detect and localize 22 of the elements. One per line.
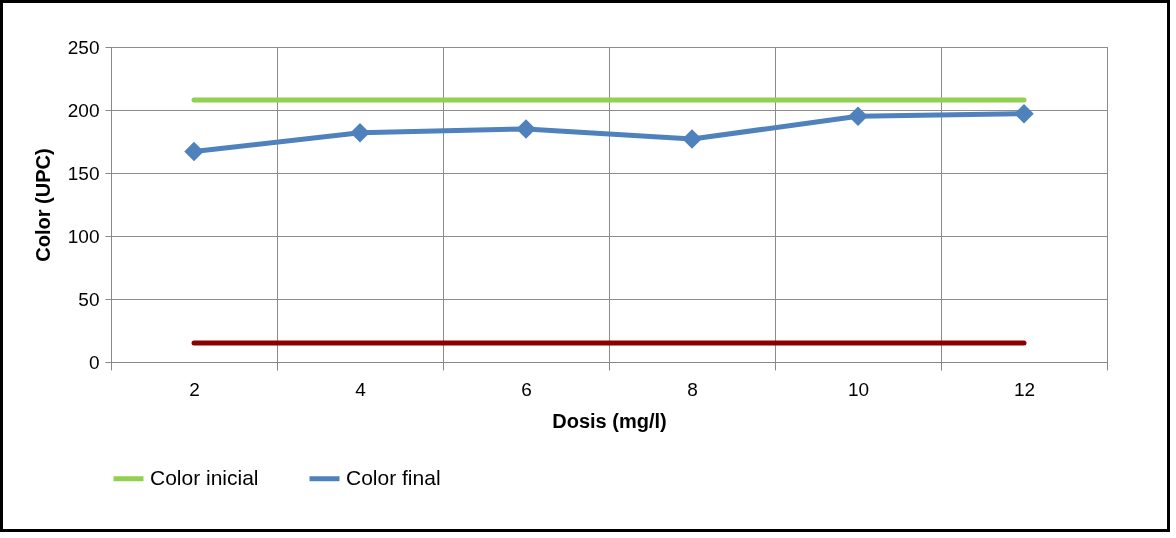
point [516, 119, 536, 139]
y-tick-label: 0 [88, 351, 100, 373]
point [1014, 104, 1034, 124]
point [350, 122, 370, 143]
y-tick-label: 100 [67, 225, 100, 247]
x-tick-label: 4 [355, 378, 367, 400]
x-tick-label: 2 [189, 378, 200, 400]
y-axis-title: Color (UPC) [31, 148, 54, 262]
x-axis-title: Dosis (mg/l) [552, 409, 667, 432]
point [848, 106, 868, 127]
y-tick-label: 200 [67, 99, 100, 121]
y-tick-label: 50 [78, 288, 100, 310]
x-tick-label: 10 [847, 378, 870, 400]
legend-label: Color final [346, 465, 441, 489]
x-tick-label: 8 [687, 378, 698, 400]
legend-label: Color inicial [150, 465, 259, 489]
y-tick-label: 150 [67, 162, 100, 184]
x-tick-label: 12 [1013, 378, 1036, 400]
point [682, 129, 702, 149]
y-tick-label: 250 [67, 36, 100, 58]
point [184, 141, 204, 162]
x-tick-label: 6 [521, 378, 532, 400]
